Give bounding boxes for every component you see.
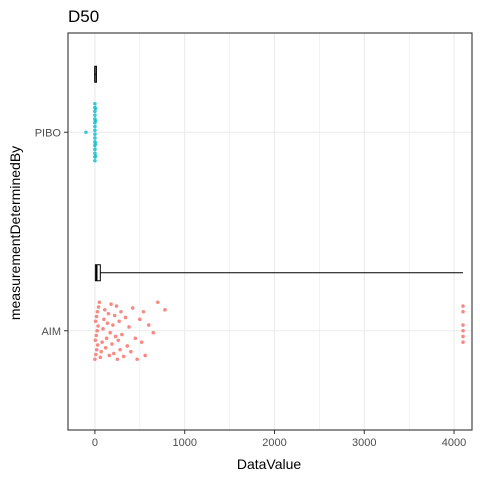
data-point [461, 340, 465, 344]
data-point [97, 300, 102, 305]
data-point [111, 351, 116, 356]
data-point [100, 340, 104, 344]
data-point [94, 347, 99, 352]
x-tick-label: 2000 [262, 437, 286, 449]
y-axis-title: measurementDeterminedBy [7, 146, 23, 320]
data-point [99, 349, 104, 354]
data-point [95, 328, 99, 333]
y-tick-label: AIM [41, 326, 61, 338]
data-point [93, 319, 98, 324]
plot-marks [84, 65, 465, 362]
data-point [118, 347, 122, 352]
data-point [107, 353, 112, 358]
data-point [93, 101, 97, 106]
plot-panel [68, 33, 472, 430]
data-point [129, 349, 133, 354]
data-point [125, 344, 130, 348]
data-point [93, 124, 97, 129]
x-tick-label: 3000 [352, 437, 376, 449]
data-point [95, 343, 100, 347]
x-tick-label: 0 [92, 437, 98, 449]
data-point [93, 154, 98, 158]
x-axis-title: DataValue [237, 456, 302, 472]
data-point [115, 357, 120, 362]
data-point [147, 323, 151, 327]
data-point [141, 309, 146, 314]
data-point [96, 324, 100, 328]
data-point [94, 314, 99, 319]
data-point [108, 330, 112, 335]
data-point [93, 132, 97, 136]
data-point [93, 158, 97, 163]
data-point [102, 317, 106, 322]
data-point [114, 304, 119, 308]
box [94, 264, 101, 282]
data-point [163, 308, 167, 312]
data-point [93, 141, 98, 146]
x-tick-label: 1000 [172, 437, 196, 449]
data-point [120, 332, 124, 337]
data-point [93, 113, 97, 117]
data-point [109, 302, 113, 306]
data-point [93, 357, 97, 362]
data-point [93, 338, 98, 343]
data-point [461, 309, 465, 314]
data-point [461, 304, 465, 308]
data-point [111, 323, 115, 327]
y-tick-label: PIBO [35, 127, 62, 139]
data-point [84, 130, 88, 135]
axes: 0 1000 2000 3000 4000 PIBO AIM [35, 32, 473, 449]
data-point [98, 355, 103, 360]
data-point [135, 357, 139, 362]
data-point [461, 328, 465, 333]
data-point [127, 325, 131, 329]
data-point [93, 147, 97, 152]
data-point [130, 306, 135, 310]
data-point [113, 334, 118, 339]
data-point [155, 300, 160, 305]
data-point [123, 315, 128, 320]
data-point [103, 308, 107, 312]
data-point [93, 106, 98, 111]
x-tick-label: 4000 [442, 437, 466, 449]
panel-border [67, 32, 473, 431]
data-point [93, 136, 97, 140]
data-point [121, 354, 126, 359]
data-point [93, 109, 97, 114]
data-point [101, 327, 105, 331]
data-point [461, 334, 465, 339]
data-point [138, 317, 142, 322]
data-point [139, 340, 144, 344]
data-point [104, 336, 109, 341]
data-point [119, 309, 123, 314]
data-point [112, 313, 117, 318]
data-point [133, 336, 138, 341]
data-point [110, 342, 114, 346]
chart-title: D50 [68, 7, 99, 26]
data-point [93, 128, 97, 133]
data-point [95, 309, 100, 314]
data-point [94, 352, 98, 357]
data-point [461, 323, 465, 327]
data-point [106, 311, 111, 316]
data-point [103, 346, 108, 350]
data-point [151, 330, 156, 335]
data-point [94, 333, 99, 338]
data-point [117, 319, 121, 324]
panel-background [68, 33, 472, 430]
data-point [93, 151, 97, 155]
data-point [96, 305, 101, 309]
data-point [143, 353, 148, 358]
data-point [116, 338, 121, 343]
data-point [93, 119, 98, 123]
data-point [105, 321, 110, 325]
